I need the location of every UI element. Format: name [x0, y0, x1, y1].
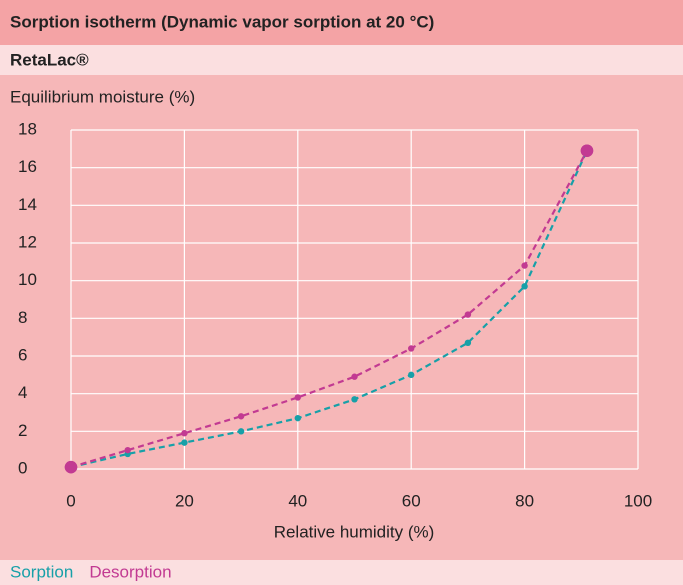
data-point: [580, 144, 594, 157]
y-tick-label: 16: [18, 157, 37, 176]
y-tick-label: 10: [18, 270, 37, 289]
y-tick-label: 0: [18, 458, 27, 477]
legend-label: Desorption: [89, 562, 171, 581]
x-tick-label: 0: [66, 491, 75, 510]
data-point: [294, 414, 301, 422]
data-point: [521, 283, 528, 290]
y-tick-label: 12: [18, 232, 37, 251]
data-point: [64, 460, 78, 474]
x-tick-label: 80: [515, 491, 534, 510]
plot: 0 2 4 6 8 10 12 14 16 18 0 20 40 60 80 100: [18, 119, 652, 510]
x-tick-label: 100: [624, 491, 652, 510]
chart-title: Sorption isotherm (Dynamic vapor sorptio…: [10, 12, 434, 31]
x-axis-label: Relative humidity (%): [274, 522, 435, 541]
title-bar: [0, 0, 683, 45]
y-tick-label: 4: [18, 383, 27, 402]
data-point: [408, 371, 415, 379]
legend-label: Sorption: [10, 562, 73, 581]
x-tick-label: 60: [402, 491, 421, 510]
data-point: [408, 345, 415, 352]
data-point: [181, 430, 188, 437]
data-point: [351, 396, 358, 403]
y-tick-label: 14: [18, 195, 37, 214]
series-line: [70, 150, 588, 469]
data-point: [351, 373, 358, 380]
y-axis-label: Equilibrium moisture (%): [10, 87, 195, 106]
subtitle-bar: [0, 45, 683, 75]
y-tick-label: 2: [18, 421, 27, 440]
data-point: [237, 413, 245, 420]
data-point: [294, 394, 301, 401]
data-point: [181, 439, 188, 446]
y-tick-label: 8: [18, 308, 27, 327]
plot-background: [0, 75, 683, 560]
data-point: [464, 339, 472, 347]
legend-bar: [0, 560, 683, 585]
series-line: [70, 150, 588, 469]
data-point: [521, 262, 528, 269]
x-tick-label: 20: [175, 491, 194, 510]
chart-subtitle: RetaLac®: [10, 50, 89, 69]
data-point: [124, 446, 131, 454]
y-tick-label: 18: [18, 119, 37, 138]
x-tick-label: 40: [288, 491, 307, 510]
data-point: [237, 428, 245, 435]
data-point: [464, 311, 472, 318]
y-tick-label: 6: [18, 345, 27, 364]
